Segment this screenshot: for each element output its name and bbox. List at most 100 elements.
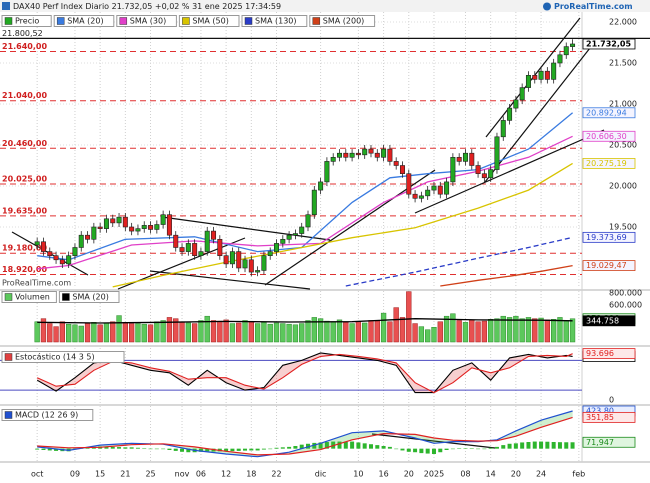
histogram-bar xyxy=(337,441,342,449)
macd-line xyxy=(37,416,573,456)
y-tick-label: 600.000 xyxy=(609,301,642,310)
histogram-bar xyxy=(110,446,115,449)
sma-line xyxy=(112,162,573,288)
legend-label: SMA (30) xyxy=(130,17,166,26)
y-tick-label: 21.500 xyxy=(609,59,637,68)
histogram-bar xyxy=(362,443,367,449)
candle-body xyxy=(255,270,261,273)
volume-bar xyxy=(475,321,481,343)
histogram-bar xyxy=(350,441,355,449)
candle-body xyxy=(500,120,506,138)
legend-swatch xyxy=(312,17,321,25)
legend-box xyxy=(53,15,115,27)
volume-bar xyxy=(223,319,229,343)
brand[interactable]: ProRealTime.com xyxy=(554,2,633,11)
volume-bar xyxy=(418,326,425,343)
histogram-bar xyxy=(482,448,487,450)
volume-bar xyxy=(362,322,368,343)
volume-bar xyxy=(513,315,519,343)
value-tag-label: 20.275,19 xyxy=(586,159,627,168)
volume-sma xyxy=(37,318,573,324)
histogram-bar xyxy=(135,447,140,449)
histogram-bar xyxy=(400,448,405,451)
histogram-bar xyxy=(167,448,172,450)
legend-swatch xyxy=(4,17,13,25)
legend-box xyxy=(1,291,57,303)
y-tick-label: 20.500 xyxy=(609,140,637,149)
volume-bar xyxy=(336,319,343,343)
histogram-bar xyxy=(494,446,499,449)
x-tick-label: 12 xyxy=(221,470,231,479)
volume-bar xyxy=(519,318,525,343)
y-tick-label: 22.000 xyxy=(609,18,637,27)
x-tick-label: dic xyxy=(315,470,327,479)
candle-body xyxy=(97,226,103,229)
histogram-bar xyxy=(173,448,178,451)
candle-body xyxy=(381,148,387,158)
candle-body xyxy=(274,243,280,252)
candle-body xyxy=(242,259,248,269)
histogram-bar xyxy=(520,442,525,449)
volume-bar xyxy=(66,323,72,343)
candle-body xyxy=(525,75,531,88)
candle-body xyxy=(343,152,349,158)
volume-bar xyxy=(317,318,324,343)
x-tick-label: oct xyxy=(31,470,43,479)
histogram-bar xyxy=(306,443,311,449)
candle-body xyxy=(34,241,40,246)
level-label: 20.025,00 xyxy=(2,174,47,183)
x-tick-label: 2025 xyxy=(424,470,444,479)
volume-bar xyxy=(210,320,217,343)
trend-line xyxy=(371,433,496,449)
histogram-bar xyxy=(526,442,531,449)
level-label: 19.635,00 xyxy=(2,206,47,215)
histogram-bar xyxy=(198,448,203,452)
volume-bar xyxy=(324,320,330,343)
histogram-bar xyxy=(387,446,392,449)
histogram-bar xyxy=(148,448,153,450)
candle-body xyxy=(110,218,116,224)
level-label: 21.640,00 xyxy=(2,42,47,51)
candle-body xyxy=(211,230,217,240)
y-tick-label: 21.000 xyxy=(609,100,637,109)
candle-body xyxy=(122,216,128,228)
candle-body xyxy=(267,251,273,256)
volume-bar xyxy=(198,320,204,343)
volume-bar xyxy=(538,317,544,343)
x-tick-label: 09 xyxy=(70,470,80,479)
volume-bar xyxy=(551,319,557,343)
histogram-bar xyxy=(123,447,128,449)
candle-body xyxy=(475,165,481,174)
volume-bar xyxy=(292,324,299,343)
candle-body xyxy=(450,156,456,183)
value-tag xyxy=(582,231,636,243)
sma-line xyxy=(440,264,573,287)
x-tick-label: 08 xyxy=(460,470,470,479)
header-bar xyxy=(0,0,650,12)
histogram-bar xyxy=(205,448,210,452)
histogram-bar xyxy=(268,448,273,450)
volume-bar xyxy=(399,317,406,343)
volume-bar xyxy=(204,315,210,343)
x-tick-label: 06 xyxy=(196,470,206,479)
trend-line xyxy=(414,129,605,214)
candle-body xyxy=(154,224,160,230)
sma-line xyxy=(345,236,573,287)
histogram-bar xyxy=(368,444,373,449)
value-tag-label: 423,80 xyxy=(586,406,614,415)
value-tag-label: 21.732,05 xyxy=(586,39,631,48)
volume-bar xyxy=(147,324,154,343)
value-tag xyxy=(582,348,636,360)
candle-body xyxy=(103,218,109,229)
histogram-bar xyxy=(356,442,361,449)
brand-icon xyxy=(543,2,551,11)
histogram-bar xyxy=(457,448,462,449)
histogram-bar xyxy=(104,446,109,449)
candle-body xyxy=(355,152,361,156)
candle-body xyxy=(513,99,519,109)
level-label: 21.040,00 xyxy=(2,91,47,100)
candle-body xyxy=(431,185,437,191)
level-label: 18.920,00 xyxy=(2,265,47,274)
candle-body xyxy=(198,251,204,256)
candle-body xyxy=(85,234,91,240)
